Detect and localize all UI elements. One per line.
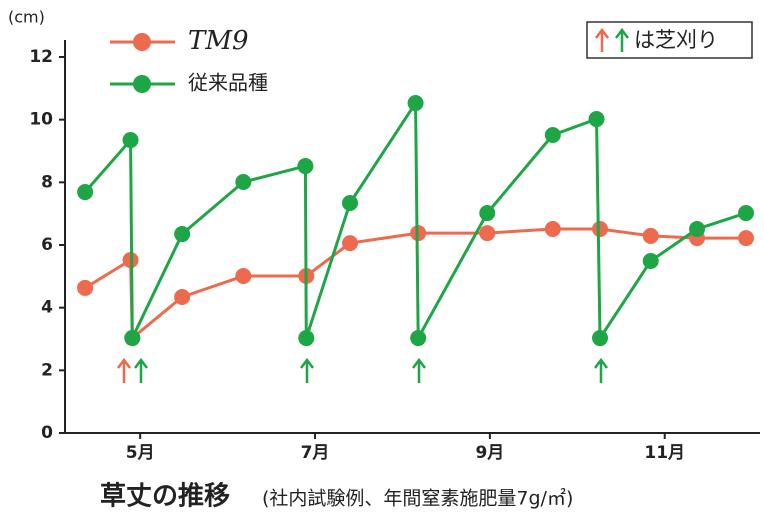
data-point (738, 205, 755, 222)
series-line (84, 227, 747, 340)
x-tick-label: 7月 (301, 443, 330, 463)
mowing-arrows (117, 357, 608, 383)
data-point (588, 111, 605, 128)
data-point (592, 330, 609, 347)
y-tick-label: 8 (41, 172, 53, 192)
data-point (689, 221, 706, 238)
legend-label: TM9 (188, 26, 249, 56)
chart-title: 草丈の推移 (100, 482, 230, 512)
data-point (77, 184, 94, 201)
y-tick-label: 2 (41, 360, 53, 380)
note-arrows (595, 27, 629, 52)
data-point (174, 289, 191, 306)
data-point (341, 235, 358, 252)
x-tick-label: 9月 (475, 443, 504, 463)
y-tick-label: 4 (41, 298, 53, 318)
y-tick-label: 12 (29, 47, 53, 67)
data-point (297, 158, 314, 175)
data-point (235, 268, 252, 285)
data-point (341, 195, 358, 212)
data-point (479, 225, 496, 242)
y-tick-label: 10 (29, 110, 53, 130)
y-tick-label: 6 (41, 235, 53, 255)
data-point (410, 330, 427, 347)
data-point (544, 127, 561, 144)
legend-label: 従来品種 (188, 71, 268, 95)
data-point (479, 205, 496, 222)
data-point (544, 221, 561, 238)
data-point (642, 227, 659, 244)
data-point (407, 95, 424, 112)
data-point (77, 279, 94, 296)
legend-marker (133, 33, 151, 51)
x-tick-label: 5月 (126, 443, 155, 463)
x-tick-label: 11月 (644, 443, 685, 463)
data-point (642, 252, 659, 269)
data-point (122, 132, 139, 149)
note-box (586, 21, 753, 59)
data-point (174, 226, 191, 243)
data-point (124, 330, 141, 347)
data-point (738, 230, 755, 247)
y-tick-label: 0 (41, 423, 53, 443)
data-point (235, 174, 252, 191)
legend-marker (133, 75, 151, 93)
note-text: は芝刈り (634, 28, 718, 52)
data-point (592, 221, 609, 238)
data-point (298, 330, 315, 347)
chart-subtitle: (社内試験例、年間窒素施肥量7g/㎡) (262, 487, 573, 510)
y-axis-label: (cm) (8, 8, 45, 27)
